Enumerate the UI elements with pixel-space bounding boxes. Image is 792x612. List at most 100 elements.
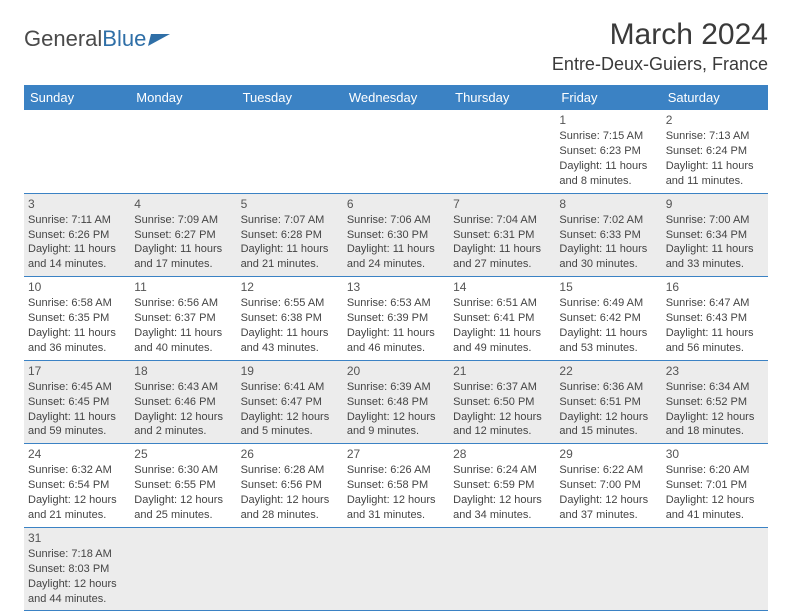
day-number: 9 [666, 196, 764, 212]
sunrise-text: Sunrise: 7:07 AM [241, 213, 339, 228]
calendar-day-cell: 11Sunrise: 6:56 AMSunset: 6:37 PMDayligh… [130, 277, 236, 361]
sunset-text: Sunset: 6:28 PM [241, 228, 339, 243]
calendar-day-cell: 23Sunrise: 6:34 AMSunset: 6:52 PMDayligh… [662, 360, 768, 444]
calendar-day-cell: 16Sunrise: 6:47 AMSunset: 6:43 PMDayligh… [662, 277, 768, 361]
daylight-text: Daylight: 11 hours and 30 minutes. [559, 242, 657, 272]
weekday-header: Wednesday [343, 86, 449, 110]
sunrise-text: Sunrise: 6:41 AM [241, 380, 339, 395]
calendar-day-cell: 22Sunrise: 6:36 AMSunset: 6:51 PMDayligh… [555, 360, 661, 444]
title-block: March 2024 Entre-Deux-Guiers, France [552, 18, 768, 75]
daylight-text: Daylight: 12 hours and 25 minutes. [134, 493, 232, 523]
calendar-day-cell: 20Sunrise: 6:39 AMSunset: 6:48 PMDayligh… [343, 360, 449, 444]
day-number: 12 [241, 279, 339, 295]
sunset-text: Sunset: 6:43 PM [666, 311, 764, 326]
sunset-text: Sunset: 6:30 PM [347, 228, 445, 243]
daylight-text: Daylight: 11 hours and 8 minutes. [559, 159, 657, 189]
day-number: 20 [347, 363, 445, 379]
calendar-day-cell [237, 527, 343, 611]
calendar-day-cell: 27Sunrise: 6:26 AMSunset: 6:58 PMDayligh… [343, 444, 449, 528]
sunrise-text: Sunrise: 6:34 AM [666, 380, 764, 395]
sunset-text: Sunset: 6:55 PM [134, 478, 232, 493]
sunrise-text: Sunrise: 6:55 AM [241, 296, 339, 311]
sunrise-text: Sunrise: 7:13 AM [666, 129, 764, 144]
header: GeneralBlue March 2024 Entre-Deux-Guiers… [24, 18, 768, 75]
calendar-day-cell: 4Sunrise: 7:09 AMSunset: 6:27 PMDaylight… [130, 193, 236, 277]
sunset-text: Sunset: 6:50 PM [453, 395, 551, 410]
calendar-day-cell: 12Sunrise: 6:55 AMSunset: 6:38 PMDayligh… [237, 277, 343, 361]
sunrise-text: Sunrise: 7:06 AM [347, 213, 445, 228]
sunrise-text: Sunrise: 6:24 AM [453, 463, 551, 478]
calendar-day-cell [130, 110, 236, 194]
day-number: 8 [559, 196, 657, 212]
sunrise-text: Sunrise: 6:43 AM [134, 380, 232, 395]
sunrise-text: Sunrise: 6:32 AM [28, 463, 126, 478]
weekday-header-row: SundayMondayTuesdayWednesdayThursdayFrid… [24, 86, 768, 110]
calendar-day-cell: 15Sunrise: 6:49 AMSunset: 6:42 PMDayligh… [555, 277, 661, 361]
day-number: 16 [666, 279, 764, 295]
sunset-text: Sunset: 6:45 PM [28, 395, 126, 410]
weekday-header: Friday [555, 86, 661, 110]
day-number: 5 [241, 196, 339, 212]
daylight-text: Daylight: 11 hours and 21 minutes. [241, 242, 339, 272]
daylight-text: Daylight: 11 hours and 40 minutes. [134, 326, 232, 356]
calendar-day-cell [343, 527, 449, 611]
day-number: 17 [28, 363, 126, 379]
sunset-text: Sunset: 6:51 PM [559, 395, 657, 410]
day-number: 26 [241, 446, 339, 462]
sunset-text: Sunset: 6:59 PM [453, 478, 551, 493]
calendar-week-row: 24Sunrise: 6:32 AMSunset: 6:54 PMDayligh… [24, 444, 768, 528]
sunrise-text: Sunrise: 6:22 AM [559, 463, 657, 478]
weekday-header: Tuesday [237, 86, 343, 110]
calendar-day-cell: 30Sunrise: 6:20 AMSunset: 7:01 PMDayligh… [662, 444, 768, 528]
sunset-text: Sunset: 7:00 PM [559, 478, 657, 493]
calendar-day-cell [343, 110, 449, 194]
day-number: 6 [347, 196, 445, 212]
calendar-day-cell: 24Sunrise: 6:32 AMSunset: 6:54 PMDayligh… [24, 444, 130, 528]
day-number: 10 [28, 279, 126, 295]
daylight-text: Daylight: 12 hours and 41 minutes. [666, 493, 764, 523]
daylight-text: Daylight: 12 hours and 18 minutes. [666, 410, 764, 440]
sunrise-text: Sunrise: 7:02 AM [559, 213, 657, 228]
sunset-text: Sunset: 6:26 PM [28, 228, 126, 243]
calendar-day-cell: 1Sunrise: 7:15 AMSunset: 6:23 PMDaylight… [555, 110, 661, 194]
sunrise-text: Sunrise: 6:36 AM [559, 380, 657, 395]
calendar-table: SundayMondayTuesdayWednesdayThursdayFrid… [24, 85, 768, 611]
sunset-text: Sunset: 6:34 PM [666, 228, 764, 243]
calendar-day-cell: 25Sunrise: 6:30 AMSunset: 6:55 PMDayligh… [130, 444, 236, 528]
weekday-header: Sunday [24, 86, 130, 110]
calendar-day-cell: 14Sunrise: 6:51 AMSunset: 6:41 PMDayligh… [449, 277, 555, 361]
logo: GeneralBlue [24, 26, 170, 52]
day-number: 23 [666, 363, 764, 379]
daylight-text: Daylight: 12 hours and 12 minutes. [453, 410, 551, 440]
day-number: 30 [666, 446, 764, 462]
calendar-day-cell: 26Sunrise: 6:28 AMSunset: 6:56 PMDayligh… [237, 444, 343, 528]
calendar-week-row: 1Sunrise: 7:15 AMSunset: 6:23 PMDaylight… [24, 110, 768, 194]
sunrise-text: Sunrise: 7:11 AM [28, 213, 126, 228]
sunset-text: Sunset: 6:56 PM [241, 478, 339, 493]
weekday-header: Saturday [662, 86, 768, 110]
sunrise-text: Sunrise: 6:45 AM [28, 380, 126, 395]
sunrise-text: Sunrise: 6:30 AM [134, 463, 232, 478]
sunrise-text: Sunrise: 7:15 AM [559, 129, 657, 144]
calendar-day-cell: 6Sunrise: 7:06 AMSunset: 6:30 PMDaylight… [343, 193, 449, 277]
sunrise-text: Sunrise: 6:28 AM [241, 463, 339, 478]
daylight-text: Daylight: 11 hours and 14 minutes. [28, 242, 126, 272]
calendar-day-cell: 21Sunrise: 6:37 AMSunset: 6:50 PMDayligh… [449, 360, 555, 444]
day-number: 15 [559, 279, 657, 295]
sunrise-text: Sunrise: 6:58 AM [28, 296, 126, 311]
daylight-text: Daylight: 12 hours and 5 minutes. [241, 410, 339, 440]
daylight-text: Daylight: 12 hours and 37 minutes. [559, 493, 657, 523]
calendar-day-cell: 7Sunrise: 7:04 AMSunset: 6:31 PMDaylight… [449, 193, 555, 277]
sunrise-text: Sunrise: 7:09 AM [134, 213, 232, 228]
sunrise-text: Sunrise: 6:37 AM [453, 380, 551, 395]
calendar-day-cell: 31Sunrise: 7:18 AMSunset: 8:03 PMDayligh… [24, 527, 130, 611]
sunset-text: Sunset: 7:01 PM [666, 478, 764, 493]
daylight-text: Daylight: 11 hours and 24 minutes. [347, 242, 445, 272]
daylight-text: Daylight: 12 hours and 2 minutes. [134, 410, 232, 440]
day-number: 13 [347, 279, 445, 295]
calendar-day-cell: 17Sunrise: 6:45 AMSunset: 6:45 PMDayligh… [24, 360, 130, 444]
sunrise-text: Sunrise: 6:39 AM [347, 380, 445, 395]
calendar-day-cell: 10Sunrise: 6:58 AMSunset: 6:35 PMDayligh… [24, 277, 130, 361]
sunset-text: Sunset: 6:24 PM [666, 144, 764, 159]
daylight-text: Daylight: 11 hours and 33 minutes. [666, 242, 764, 272]
